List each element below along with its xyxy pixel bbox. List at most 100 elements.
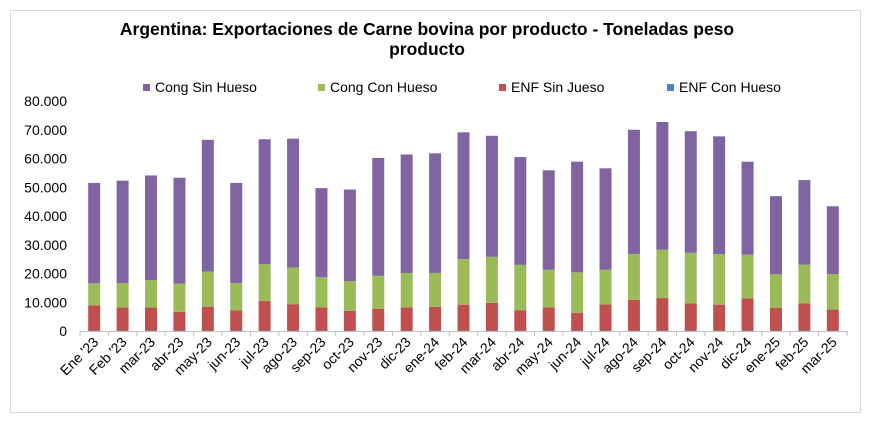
bar-segment-cong-sin-hueso [230,182,243,283]
bar-segment-cong-sin-hueso [571,161,584,273]
bar-segment-cong-con-hueso [145,280,158,308]
bar-segment-cong-con-hueso [826,274,839,310]
bar-segment-enf-sin-jueso [173,311,186,331]
x-tick-label: jun-24 [545,334,585,374]
legend-label-cong-con-hueso: Cong Con Hueso [330,79,438,95]
bar-segment-cong-sin-hueso [457,132,470,260]
bar-segment-cong-con-hueso [798,264,811,304]
bar-segment-cong-sin-hueso [400,154,413,273]
bar-segment-cong-sin-hueso [429,153,442,273]
y-tick-label: 50.000 [24,179,67,195]
bar-segment-enf-sin-jueso [116,307,129,331]
legend-swatch-cong-sin-hueso [143,83,150,91]
y-tick-label: 60.000 [24,151,67,167]
bar-segment-enf-sin-jueso [343,310,356,331]
bar-segment-cong-con-hueso [173,283,186,312]
legend-label-enf-sin-jueso: ENF Sin Jueso [511,79,605,95]
bar-segment-cong-con-hueso [343,280,356,311]
bar-segment-enf-sin-jueso [315,307,328,331]
bar-segment-cong-sin-hueso [826,206,839,275]
bar-segment-cong-con-hueso [315,277,328,308]
bar-segment-enf-sin-jueso [656,298,669,331]
bar-segment-enf-sin-jueso [684,303,697,331]
bar-segment-cong-sin-hueso [713,136,726,255]
bar-segment-cong-sin-hueso [656,121,669,250]
bar-segment-enf-sin-jueso [287,304,300,331]
bar-segment-enf-sin-jueso [88,305,101,331]
bar-segment-enf-sin-jueso [258,300,271,331]
bar-segment-cong-sin-hueso [201,139,214,272]
bar-segment-cong-sin-hueso [258,139,271,265]
legend-label-enf-con-hueso: ENF Con Hueso [679,79,781,95]
bar-segment-cong-sin-hueso [514,157,527,265]
bar-segment-enf-sin-jueso [514,310,527,331]
bar-segment-enf-sin-jueso [741,298,754,331]
bar-segment-cong-sin-hueso [116,180,129,283]
bar-segment-cong-con-hueso [457,259,470,305]
bar-segment-enf-sin-jueso [485,302,498,331]
bar-segment-enf-sin-jueso [145,307,158,331]
bar-segment-cong-con-hueso [258,264,271,301]
bar-segment-cong-con-hueso [287,267,300,305]
bar-segment-cong-sin-hueso [485,135,498,257]
bar-segment-enf-sin-jueso [599,304,612,331]
y-tick-label: 20.000 [24,266,67,282]
bar-segment-cong-con-hueso [372,275,385,309]
bar-segment-cong-con-hueso [571,272,584,313]
bar-segment-cong-con-hueso [684,252,697,304]
chart-legend: Cong Sin Hueso Cong Con Hueso ENF Sin Ju… [0,77,874,97]
chart-title: Argentina: Exportaciones de Carne bovina… [119,19,735,59]
bar-segment-cong-sin-hueso [684,131,697,253]
bar-segment-enf-sin-jueso [429,306,442,331]
legend-swatch-cong-con-hueso [318,83,325,91]
bar-segment-cong-con-hueso [88,283,101,306]
bar-segment-cong-sin-hueso [145,175,158,281]
bar-segment-cong-sin-hueso [599,168,612,270]
bar-segment-enf-sin-jueso [627,299,640,331]
bar-segment-cong-con-hueso [429,272,442,307]
y-tick-label: 40.000 [24,208,67,224]
bar-segment-cong-sin-hueso [542,170,555,270]
bar-segment-enf-sin-jueso [798,303,811,331]
bar-segment-enf-sin-jueso [769,307,782,331]
bar-segment-enf-sin-jueso [571,312,584,331]
bar-segment-enf-sin-jueso [230,310,243,331]
bar-segment-cong-con-hueso [656,249,669,299]
bar-segment-cong-con-hueso [485,256,498,303]
bar-segment-enf-sin-jueso [713,304,726,331]
legend-item-cong-sin-hueso: Cong Sin Hueso [143,77,257,97]
bar-segment-cong-sin-hueso [88,182,101,284]
bar-segment-cong-con-hueso [713,254,726,305]
bar-segment-enf-sin-jueso [372,308,385,331]
bar-segment-cong-sin-hueso [741,161,754,255]
bar-segment-cong-sin-hueso [343,189,356,281]
x-tick-label: jun-23 [204,334,244,374]
bar-segment-cong-con-hueso [627,253,640,300]
bar-segment-enf-sin-jueso [826,309,839,331]
y-tick-label: 0 [59,323,67,339]
bar-segment-cong-con-hueso [514,264,527,311]
bar-segment-enf-sin-jueso [201,306,214,331]
y-tick-label: 80.000 [24,93,67,109]
y-tick-label: 70.000 [24,122,67,138]
y-tick-label: 10.000 [24,294,67,310]
bar-segment-cong-con-hueso [400,272,413,308]
bar-segment-cong-sin-hueso [173,177,186,284]
y-tick-label: 30.000 [24,237,67,253]
bar-segment-cong-con-hueso [599,269,612,305]
bar-segment-cong-con-hueso [741,254,754,299]
bar-segment-cong-sin-hueso [627,129,640,254]
bar-segment-cong-sin-hueso [372,157,385,276]
bar-segment-cong-sin-hueso [287,138,300,268]
bar-segment-cong-sin-hueso [769,196,782,275]
legend-item-enf-sin-jueso: ENF Sin Jueso [499,77,604,97]
bar-segment-cong-con-hueso [230,282,243,311]
bar-segment-cong-sin-hueso [315,188,328,278]
bar-segment-cong-con-hueso [769,274,782,308]
bar-segment-enf-sin-jueso [400,307,413,331]
legend-swatch-enf-sin-jueso [499,83,506,91]
bar-segment-cong-sin-hueso [798,180,811,265]
bar-segment-cong-con-hueso [542,269,555,308]
legend-label-cong-sin-hueso: Cong Sin Hueso [155,79,257,95]
